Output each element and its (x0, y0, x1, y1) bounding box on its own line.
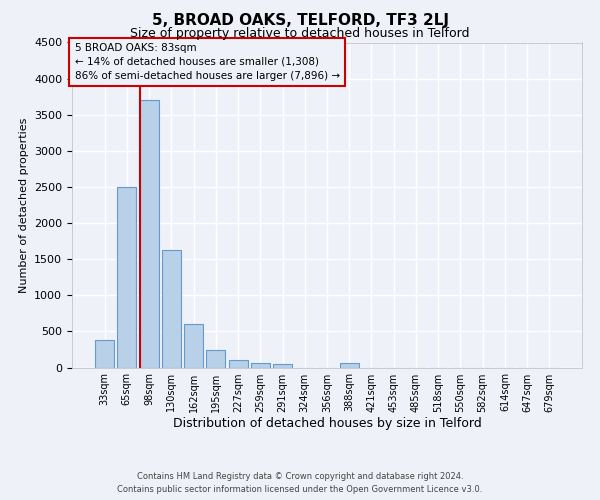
Bar (162, 250, 181, 368)
Text: Contains HM Land Registry data © Crown copyright and database right 2024.
Contai: Contains HM Land Registry data © Crown c… (118, 472, 482, 494)
Bar (206, 350, 225, 368)
Y-axis label: Number of detached properties: Number of detached properties (19, 118, 29, 292)
Bar (229, 360, 248, 368)
Bar (95, 340, 114, 367)
Bar (184, 324, 203, 368)
Text: 5 BROAD OAKS: 83sqm
← 14% of detached houses are smaller (1,308)
86% of semi-det: 5 BROAD OAKS: 83sqm ← 14% of detached ho… (74, 43, 340, 81)
Bar (118, 187, 136, 368)
Bar (251, 363, 270, 368)
Bar (273, 364, 292, 368)
Text: 5, BROAD OAKS, TELFORD, TF3 2LJ: 5, BROAD OAKS, TELFORD, TF3 2LJ (151, 12, 449, 28)
Bar (340, 363, 359, 368)
Text: Size of property relative to detached houses in Telford: Size of property relative to detached ho… (130, 28, 470, 40)
Bar (140, 100, 158, 368)
X-axis label: Distribution of detached houses by size in Telford: Distribution of detached houses by size … (173, 418, 481, 430)
